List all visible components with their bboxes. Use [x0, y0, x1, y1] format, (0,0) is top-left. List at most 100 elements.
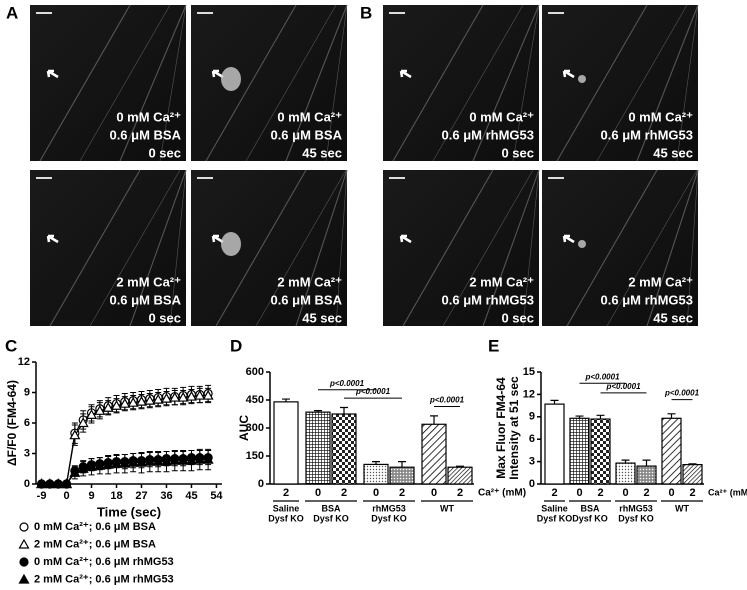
image-caption: 0 mM Ca²⁺ — [277, 109, 342, 124]
image-caption: 2 mM Ca²⁺ — [116, 274, 181, 289]
dye-patch — [221, 232, 241, 256]
fiber-edge — [646, 169, 699, 327]
image-caption: 0.6 μM BSA — [109, 292, 181, 307]
fiber-edge — [556, 4, 648, 162]
legend-marker — [18, 538, 30, 549]
significance-label: p<0.0001 — [584, 372, 620, 381]
y-tick-label: 9 — [24, 386, 30, 398]
y-axis-label: Intensity at 51 sec — [507, 376, 521, 480]
error-bar — [642, 459, 651, 467]
y-tick-label: 9 — [529, 411, 535, 423]
y-tick-label: 12 — [18, 356, 30, 368]
fiber-edge — [472, 4, 540, 162]
data-point — [194, 453, 206, 464]
micrograph — [383, 170, 539, 326]
image-caption: 0 mM Ca²⁺ — [469, 109, 534, 124]
data-point — [77, 417, 89, 428]
image-caption: 45 sec — [653, 145, 693, 160]
data-point — [152, 393, 164, 404]
bar — [544, 403, 565, 485]
data-point — [185, 390, 197, 401]
group-label: rhMG53 — [619, 503, 653, 513]
arrow — [46, 69, 59, 79]
data-point — [77, 463, 89, 473]
bar — [363, 463, 389, 485]
data-point — [69, 467, 81, 477]
group-label: Dysf KO — [572, 513, 608, 523]
group-label: WT — [440, 503, 454, 513]
group-label: Dysf KO — [537, 513, 573, 523]
group-label: Dysf KO — [618, 513, 654, 523]
dye-patch — [578, 240, 586, 248]
x-tick-label: 0 — [431, 487, 437, 499]
fiber-edge — [335, 169, 348, 327]
legend-label: 2 mM Ca²⁺; 0.6 μM rhMG53 — [34, 573, 174, 585]
fiber-edge — [215, 169, 307, 327]
fiber-edge — [482, 169, 540, 327]
data-point — [135, 395, 148, 406]
group-label: BSA — [321, 503, 341, 513]
image-caption: 2 mM Ca²⁺ — [628, 274, 693, 289]
dye-patch — [221, 67, 241, 91]
data-point — [127, 456, 139, 467]
data-point — [44, 478, 56, 489]
error-bar — [596, 414, 605, 420]
image-caption: 45 sec — [302, 310, 342, 325]
data-point — [94, 405, 106, 415]
fiber-edge — [255, 169, 347, 327]
fiber-edge — [596, 4, 688, 162]
significance-label: p<0.0001 — [355, 387, 391, 396]
x-axis-label: Time (sec) — [97, 504, 161, 519]
micrograph — [383, 5, 539, 161]
group-label: Saline — [541, 503, 568, 513]
data-point — [127, 396, 139, 407]
image-caption: 2 mM Ca²⁺ — [469, 274, 534, 289]
data-point — [194, 389, 206, 400]
group-label: BSA — [580, 503, 600, 513]
data-point — [119, 457, 131, 468]
y-tick-label: 6 — [24, 417, 30, 429]
fiber-edge — [285, 4, 348, 162]
legend-marker — [19, 557, 29, 567]
data-point — [94, 459, 106, 470]
bar — [590, 418, 611, 485]
x-tick-label: 45 — [185, 490, 197, 502]
y-tick-label: 15 — [523, 366, 535, 378]
data-point — [119, 397, 131, 408]
y-tick-label: 450 — [246, 394, 264, 406]
data-point — [52, 478, 64, 489]
x-tick-label: 2 — [551, 487, 557, 499]
image-caption: 0 sec — [148, 145, 181, 160]
bar — [661, 417, 682, 485]
image-caption: 45 sec — [653, 310, 693, 325]
image-caption: 45 sec — [302, 145, 342, 160]
fiber-edge — [89, 169, 181, 327]
data-point — [169, 454, 181, 465]
fiber-edge — [566, 169, 658, 327]
fiber-edge — [169, 169, 187, 327]
fiber-edge — [676, 4, 699, 162]
y-tick-label: 150 — [246, 450, 264, 462]
bar — [569, 417, 590, 485]
arrow — [399, 234, 412, 244]
data-point — [135, 456, 148, 467]
x-tick-label: 2 — [597, 487, 603, 499]
panel-label: A — [6, 3, 18, 22]
panel-label: B — [360, 3, 372, 22]
group-label: WT — [675, 503, 689, 513]
image-caption: 2 mM Ca²⁺ — [277, 274, 342, 289]
bar — [636, 465, 657, 485]
data-point — [169, 391, 181, 402]
x-tick-label: 2 — [643, 487, 649, 499]
x-tick-label: 2 — [457, 487, 463, 499]
arrow — [399, 69, 412, 79]
group-label: Dysf KO — [371, 513, 407, 523]
data-point — [160, 392, 173, 403]
legend-label: 0 mM Ca²⁺; 0.6 μM BSA — [34, 521, 156, 533]
data-point — [61, 478, 73, 489]
fiber-edge — [512, 4, 540, 162]
image-caption: 0.6 μM BSA — [270, 292, 342, 307]
image-caption: 0.6 μM BSA — [270, 127, 342, 142]
image-caption: 0.6 μM rhMG53 — [442, 127, 534, 142]
